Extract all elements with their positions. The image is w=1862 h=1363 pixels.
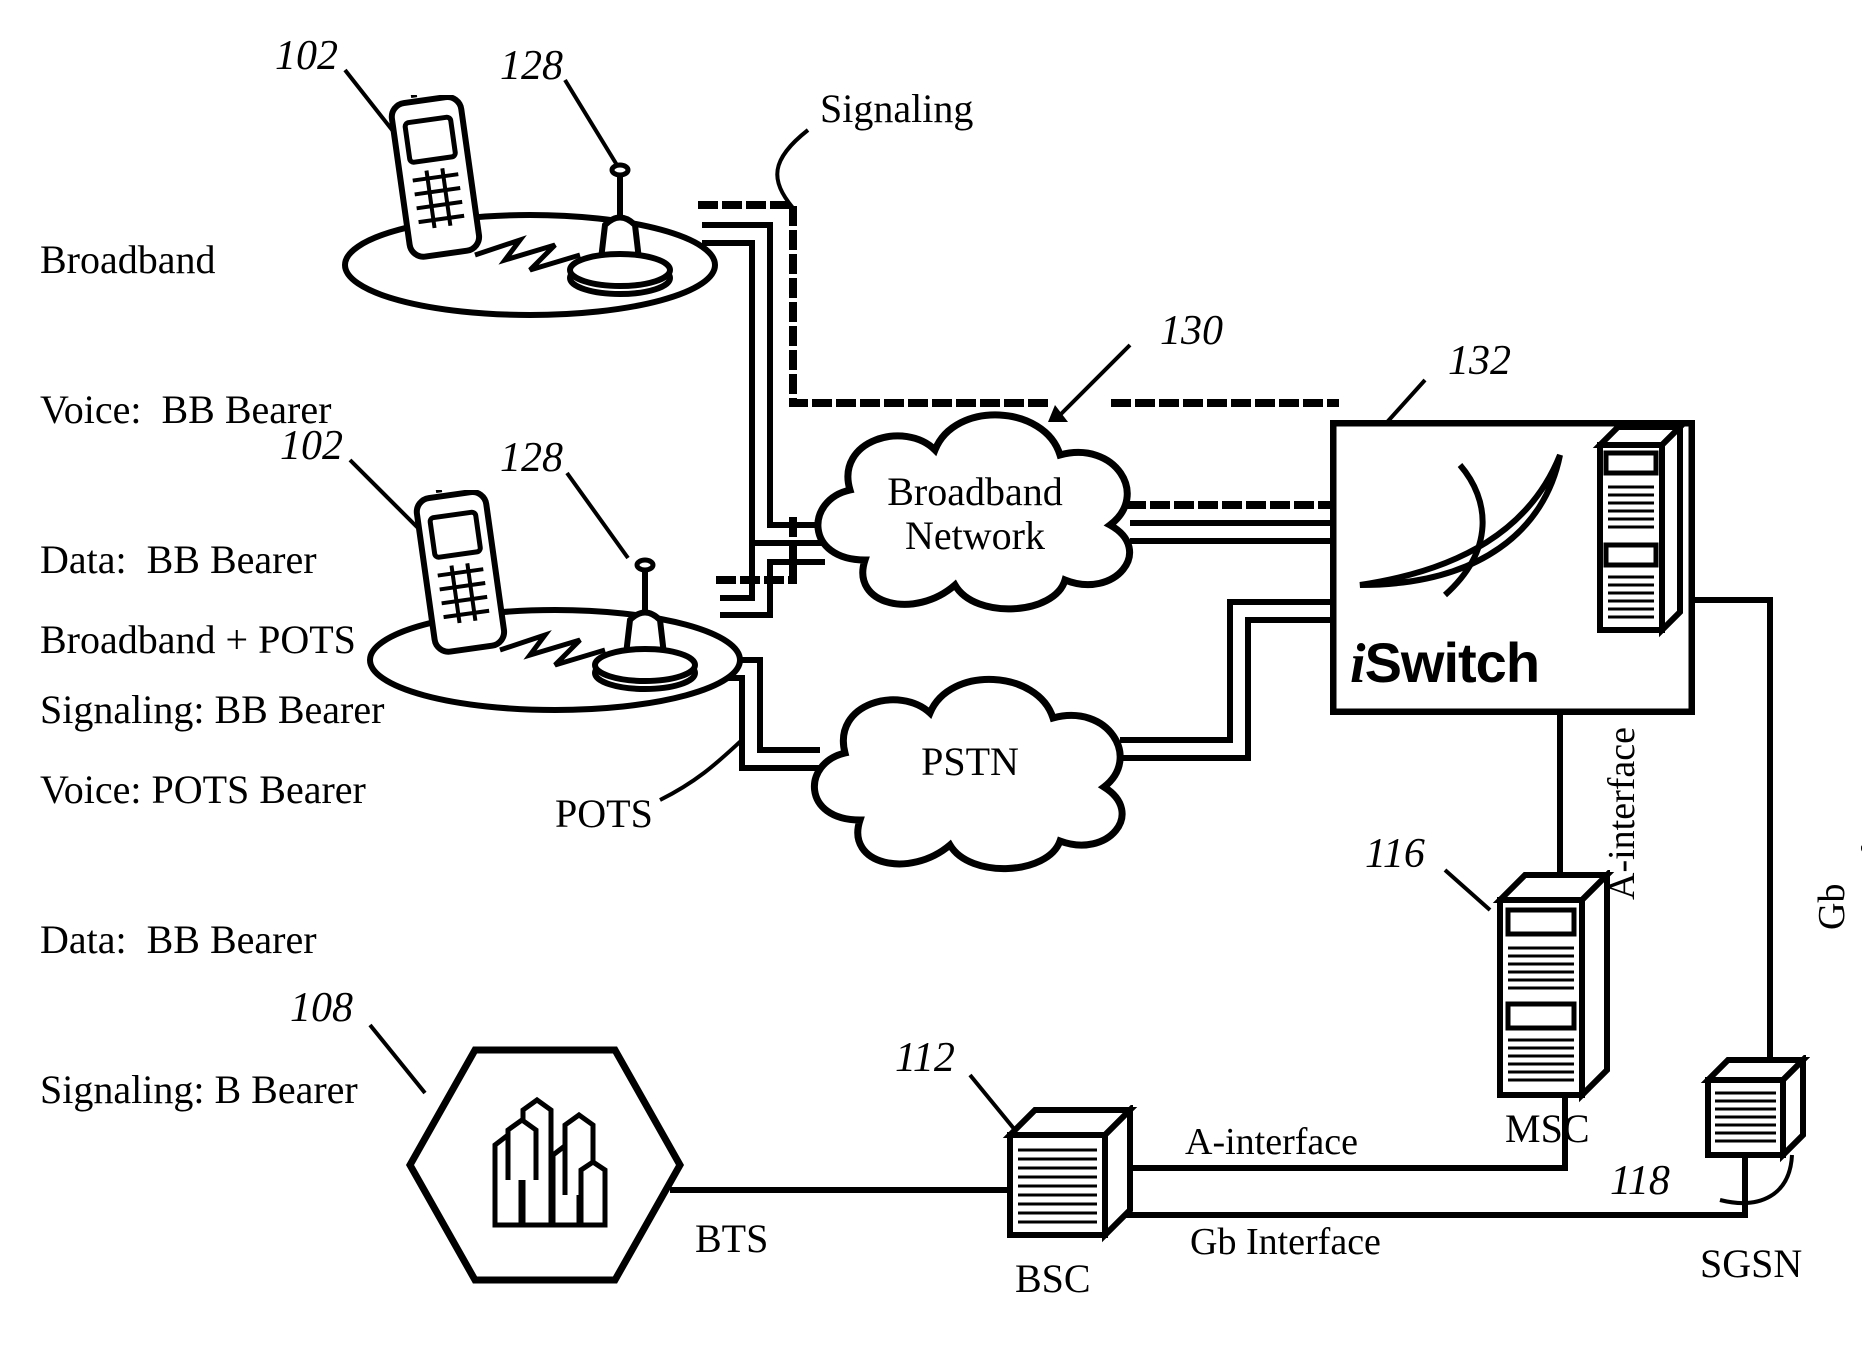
label-bsc: BSC [1015,1255,1091,1302]
text-line: Broadband + POTS [40,615,366,665]
bsc-icon [1000,1105,1140,1245]
ref-128-top: 128 [500,45,563,87]
label-gb-interface-horizontal: Gb Interface [1190,1220,1381,1264]
label-a-interface-vertical: A-interface [1600,727,1644,900]
text-line: Signaling: B Bearer [40,1065,366,1115]
ref-118: 118 [1610,1160,1670,1202]
label-iswitch: iSwitch [1350,630,1539,696]
label-gb-interface-vertical: Gb Interface [1810,795,1862,930]
ref-130: 130 [1160,310,1223,352]
ref-128-mid: 128 [500,437,563,479]
ref-112: 112 [895,1037,955,1079]
msc-icon [1490,870,1620,1105]
label-a-interface-horizontal: A-interface [1185,1120,1358,1164]
ref-102-top: 102 [275,35,338,77]
sgsn-icon [1700,1055,1810,1165]
label-pstn: PSTN [900,740,1040,784]
label-bts: BTS [695,1215,768,1262]
label-signaling: Signaling [820,85,973,132]
phone-dock-mid-icon [345,490,745,720]
label-msc: MSC [1505,1105,1590,1152]
text-block-broadband-pots: Broadband + POTS Voice: POTS Bearer Data… [40,515,366,1165]
diagram-canvas: Broadband Voice: BB Bearer Data: BB Bear… [0,0,1862,1363]
text-line: Voice: POTS Bearer [40,765,366,815]
bts-icon [400,1035,690,1295]
ref-108: 108 [290,987,353,1029]
label-broadband-network: BroadbandNetwork [855,470,1095,558]
label-sgsn: SGSN [1700,1240,1802,1287]
text-line: Data: BB Bearer [40,915,366,965]
label-pots: POTS [555,790,653,837]
phone-dock-top-icon [320,95,720,325]
ref-132: 132 [1448,340,1511,382]
iswitch-switch: Switch [1365,631,1539,694]
ref-116: 116 [1365,833,1425,875]
ref-102-mid: 102 [280,425,343,467]
iswitch-i: i [1350,633,1365,695]
